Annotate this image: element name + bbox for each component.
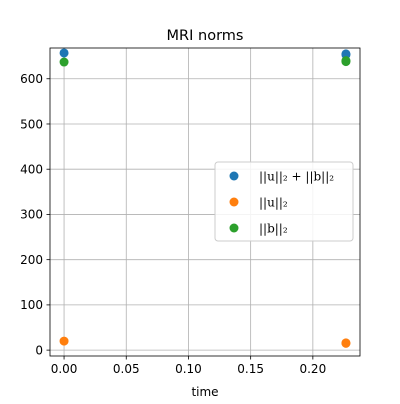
legend-label-2: ||u||₂ [259, 196, 288, 210]
series-3-point [59, 57, 69, 67]
y-tick-label: 300 [20, 208, 43, 222]
y-tick-label: 600 [20, 72, 43, 86]
x-tick-label: 0.20 [299, 362, 326, 376]
legend: ||u||₂ + ||b||₂ ||u||₂ ||b||₂ [214, 161, 354, 242]
series-1-point [59, 48, 69, 58]
ticks-layer: 0.00 0.05 0.10 0.15 0.20 0 100 200 300 400 500 600 [20, 72, 326, 376]
x-tick-label: 0.05 [113, 362, 140, 376]
y-tick-label: 100 [20, 298, 43, 312]
chart-title: MRI norms [167, 28, 244, 44]
legend-frame [214, 161, 354, 242]
x-axis-label: time [191, 385, 218, 399]
y-tick-label: 0 [35, 343, 43, 357]
legend-label-1: ||u||₂ + ||b||₂ [259, 170, 334, 184]
series-2-point [341, 338, 351, 348]
legend-marker-2 [229, 197, 239, 207]
legend-marker-1 [229, 171, 239, 181]
x-tick-label: 0.10 [175, 362, 202, 376]
series-3-point [341, 57, 351, 67]
plot-frame [49, 47, 361, 357]
x-tick-label: 0.15 [237, 362, 264, 376]
y-tick-label: 200 [20, 253, 43, 267]
y-tick-label: 400 [20, 163, 43, 177]
x-tick-label: 0.00 [51, 362, 78, 376]
series-2-point [59, 336, 69, 346]
legend-marker-3 [229, 223, 239, 233]
points-layer [59, 48, 351, 348]
legend-label-3: ||b||₂ [259, 222, 288, 236]
y-tick-label: 500 [20, 117, 43, 131]
